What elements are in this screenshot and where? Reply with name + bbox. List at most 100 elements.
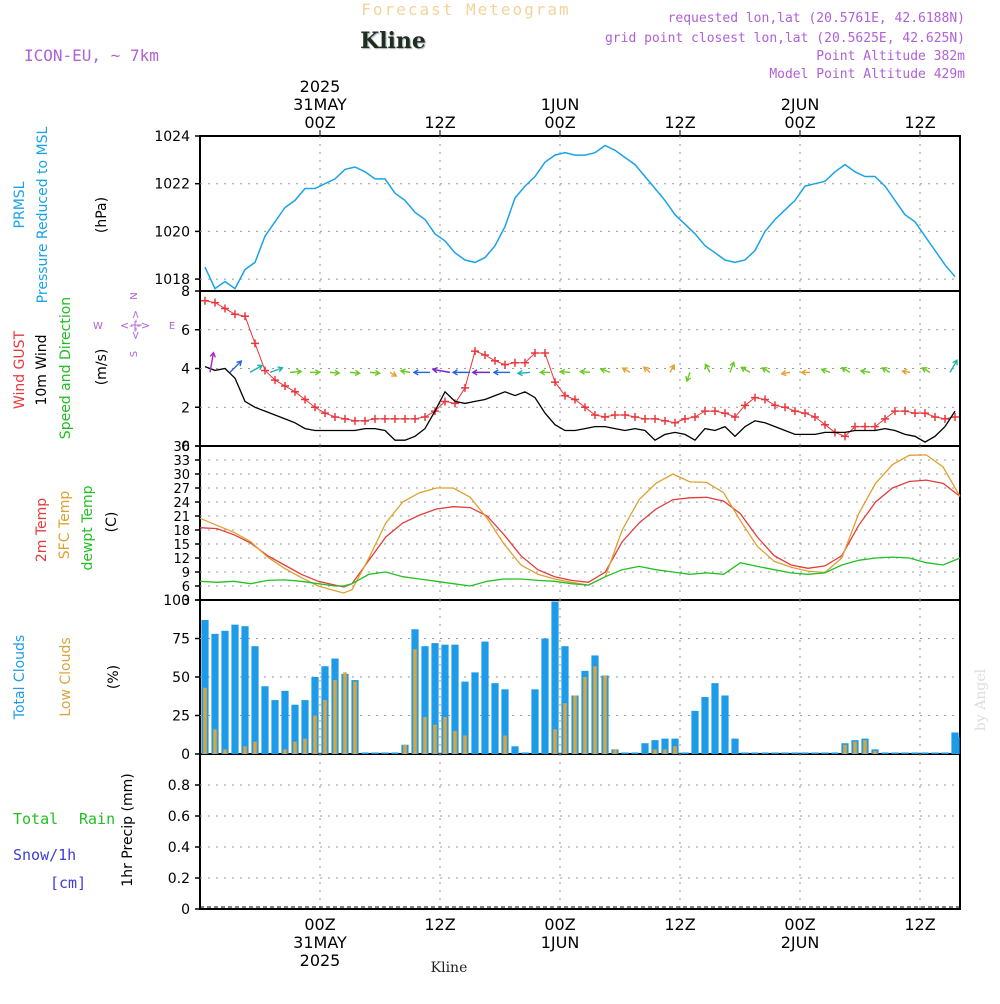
wind-dir-arrowhead bbox=[642, 366, 649, 373]
wind-10m-label: 10m Wind bbox=[34, 334, 50, 405]
gust-marker bbox=[931, 412, 939, 421]
low-cloud-bar bbox=[313, 715, 317, 754]
wind-dir-arrowhead bbox=[761, 367, 768, 373]
wind-dir-arrowhead bbox=[621, 367, 628, 373]
wind-panel bbox=[201, 296, 959, 443]
low-cloud-bar bbox=[603, 675, 607, 754]
total-cloud-bar bbox=[711, 683, 719, 754]
total-cloud-bar bbox=[431, 643, 439, 754]
wind-gust-label: Wind GUST bbox=[12, 330, 28, 409]
total-clouds-label: Total Clouds bbox=[12, 635, 28, 720]
gust-marker bbox=[801, 409, 809, 418]
celsius-unit-label: (C) bbox=[104, 512, 120, 533]
total-cloud-bar bbox=[511, 746, 519, 754]
credit-watermark: by Angel bbox=[973, 668, 989, 731]
total-cloud-bar bbox=[731, 738, 739, 754]
total-cloud-bar bbox=[201, 620, 209, 754]
gust-marker bbox=[771, 401, 779, 410]
y-tick-label: 27 bbox=[173, 482, 190, 497]
bottom-time-label: 12Z bbox=[664, 915, 695, 934]
gust-marker bbox=[231, 310, 239, 319]
panel-frame-3 bbox=[199, 445, 961, 601]
total-cloud-bar bbox=[361, 752, 369, 754]
gust-marker bbox=[391, 414, 399, 423]
panel-frames bbox=[199, 135, 961, 910]
gust-marker bbox=[211, 298, 219, 307]
wind-dir-arrow bbox=[740, 366, 751, 373]
y-tick-label: 36 bbox=[173, 440, 190, 455]
pressure-panel bbox=[204, 144, 956, 290]
low-cloud-bar bbox=[873, 750, 877, 754]
top-time-label: 12Z bbox=[664, 113, 695, 132]
total-cloud-bar bbox=[381, 752, 389, 754]
gust-marker bbox=[201, 296, 209, 305]
low-cloud-bar bbox=[293, 741, 297, 754]
dewpt-line bbox=[199, 556, 961, 587]
gust-marker bbox=[301, 395, 309, 404]
wind-dir-arrow bbox=[882, 367, 891, 373]
compass-e: E bbox=[169, 321, 175, 332]
gust-marker bbox=[661, 416, 669, 425]
total-cloud-bar bbox=[931, 752, 939, 754]
y-tick-label: 33 bbox=[173, 454, 190, 469]
low-cloud-bar bbox=[413, 649, 417, 754]
gust-marker bbox=[521, 358, 529, 367]
ms-unit-label: (m/s) bbox=[94, 349, 110, 386]
y-tick-label: 1024 bbox=[154, 129, 190, 145]
low-cloud-bar bbox=[593, 666, 597, 754]
wind-dir-label: Speed and Direction bbox=[58, 297, 74, 439]
y-tick-label: 75 bbox=[172, 632, 190, 648]
low-cloud-bar bbox=[613, 749, 617, 754]
gust-marker bbox=[741, 401, 749, 410]
product-title: Forecast Meteogram bbox=[361, 0, 570, 19]
total-cloud-bar bbox=[781, 752, 789, 754]
wind-dir-arrowhead bbox=[451, 369, 458, 376]
wind-dir-arrow bbox=[400, 370, 411, 374]
grid-lines bbox=[200, 136, 960, 909]
gust-marker bbox=[821, 420, 829, 429]
gust-marker bbox=[371, 414, 379, 423]
wind-dir-arrowhead bbox=[704, 363, 711, 370]
total-cloud-bar bbox=[821, 752, 829, 754]
prmsl-label: PRMSL bbox=[12, 181, 28, 228]
total-cloud-bar bbox=[451, 644, 459, 754]
wind-dir-arrowhead bbox=[391, 371, 398, 377]
gust-marker bbox=[811, 412, 819, 421]
gust-marker bbox=[471, 347, 479, 356]
y-axis-ticks: 1018102010221024024683691215182124273033… bbox=[154, 129, 200, 918]
total-cloud-bar bbox=[551, 601, 559, 754]
gust-marker bbox=[581, 403, 589, 412]
low-cloud-bar bbox=[553, 729, 557, 754]
gust-marker bbox=[601, 412, 609, 421]
total-cloud-bar bbox=[881, 752, 889, 754]
y-tick-label: 9 bbox=[182, 566, 190, 581]
compass-rose: N <-|-> W E S <-|-> bbox=[93, 292, 175, 357]
gust-marker bbox=[341, 414, 349, 423]
low-cloud-bar bbox=[203, 687, 207, 754]
gust-marker bbox=[891, 407, 899, 416]
cm-label: [cm] bbox=[50, 874, 86, 892]
y-tick-label: 0.8 bbox=[168, 778, 190, 794]
total-cloud-bar bbox=[801, 752, 809, 754]
gust-marker bbox=[321, 409, 329, 418]
panel-frame-1 bbox=[199, 135, 961, 292]
y-tick-label: 3 bbox=[182, 594, 190, 609]
y-tick-label: 6 bbox=[181, 323, 190, 339]
total-cloud-bar bbox=[751, 752, 759, 754]
total-cloud-bar bbox=[721, 695, 729, 754]
gust-marker bbox=[221, 304, 229, 313]
gust-marker bbox=[361, 416, 369, 425]
gust-marker bbox=[791, 407, 799, 416]
y-tick-label: 12 bbox=[173, 552, 190, 567]
total-cloud-bar bbox=[771, 752, 779, 754]
wind-dir-arrowhead bbox=[334, 369, 341, 377]
hpa-unit-label: (hPa) bbox=[94, 197, 110, 233]
gust-marker bbox=[881, 414, 889, 423]
bottom-time-label: 2025 bbox=[300, 951, 341, 970]
gust-marker bbox=[671, 418, 679, 427]
top-time-label: 00Z bbox=[544, 113, 575, 132]
wind-dir-arrow bbox=[329, 371, 340, 374]
total-cloud-bar bbox=[211, 633, 219, 754]
low-cloud-bar bbox=[453, 730, 457, 754]
